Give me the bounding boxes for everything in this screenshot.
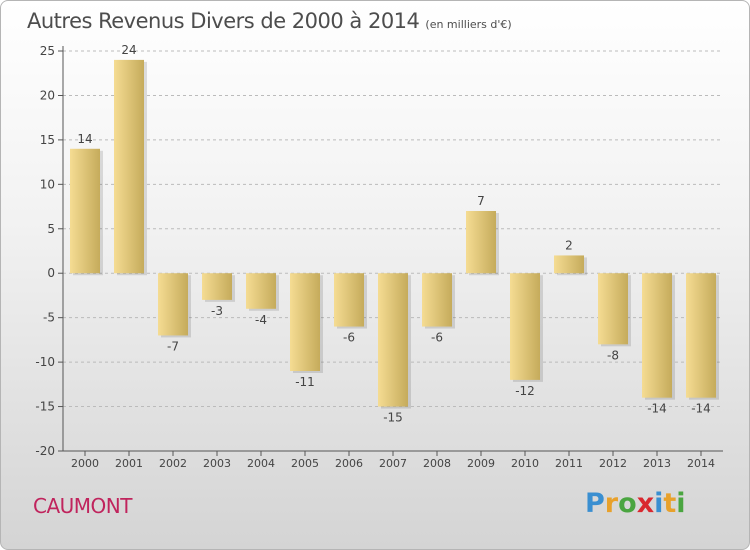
data-label: -6: [431, 331, 443, 345]
x-tick-label: 2012: [599, 457, 627, 470]
logo-letter: x: [636, 488, 655, 519]
data-label: 24: [121, 43, 136, 57]
data-label: -11: [295, 375, 315, 389]
y-tick-label: -5: [43, 311, 55, 325]
data-label: 7: [477, 194, 485, 208]
x-tick-label: 2014: [687, 457, 715, 470]
x-tick-label: 2001: [115, 457, 143, 470]
logo-letter: i: [676, 488, 686, 519]
logo-letter: r: [604, 488, 619, 519]
x-tick-label: 2006: [335, 457, 363, 470]
data-label: 2: [565, 238, 573, 252]
y-tick-label: 10: [40, 177, 55, 191]
proxiti-logo[interactable]: Proxiti: [585, 488, 686, 519]
y-tick-label: 5: [47, 222, 55, 236]
bar: [290, 273, 320, 371]
bar: [334, 273, 364, 327]
data-label: -14: [647, 402, 667, 416]
y-tick-label: 0: [47, 266, 55, 280]
bar: [554, 255, 584, 274]
axis-layer: 25 20 15 10 5 0 -5 -10 -15 -20 2000 2001 2002 2003 200…: [35, 44, 723, 470]
y-tick-label: -10: [35, 355, 55, 369]
logo-letter: t: [663, 488, 677, 519]
x-tick-label: 2000: [71, 457, 99, 470]
data-label: -7: [167, 339, 179, 353]
x-tick-label: 2002: [159, 457, 187, 470]
bars-layer: 14 24 -7 -3 -4 -11 -6 -15 -6 7 -12 2 -8 -14 -14: [70, 43, 719, 425]
logo-letter: o: [618, 488, 637, 519]
x-tick-label: 2005: [291, 457, 319, 470]
y-tick-label: 15: [40, 133, 55, 147]
x-tick-label: 2009: [467, 457, 495, 470]
data-label: -6: [343, 331, 355, 345]
bar: [158, 273, 188, 336]
x-tick-label: 2010: [511, 457, 539, 470]
x-tick-label: 2008: [423, 457, 451, 470]
bar: [466, 211, 496, 274]
data-label: -12: [515, 384, 535, 398]
y-tick-label: 20: [40, 88, 55, 102]
bar: [598, 273, 628, 345]
x-tick-label: 2013: [643, 457, 671, 470]
data-label: -4: [255, 313, 267, 327]
chart-title-text: Autres Revenus Divers de 2000 à 2014: [27, 9, 420, 33]
y-tick-label: -15: [35, 400, 55, 414]
x-tick-label: 2007: [379, 457, 407, 470]
x-tick-label: 2003: [203, 457, 231, 470]
data-label: -14: [691, 402, 711, 416]
bar: [378, 273, 408, 407]
bar: [686, 273, 716, 398]
x-tick-label: 2004: [247, 457, 275, 470]
data-label: -15: [383, 411, 403, 425]
chart-unit: (en milliers d'€): [425, 18, 512, 31]
data-label: -8: [607, 348, 619, 362]
x-tick-label: 2011: [555, 457, 583, 470]
logo-letter: i: [654, 488, 664, 519]
logo-letter: P: [585, 488, 605, 519]
bar: [70, 148, 100, 274]
data-label: 14: [77, 132, 92, 146]
place-name: CAUMONT: [33, 494, 132, 518]
y-tick-label: -20: [35, 444, 55, 458]
bar: [642, 273, 672, 398]
bar: [202, 273, 232, 300]
bar: [510, 273, 540, 380]
bar: [246, 273, 276, 309]
data-label: -3: [211, 304, 223, 318]
chart-title: Autres Revenus Divers de 2000 à 2014 (en …: [27, 9, 512, 33]
bar: [114, 59, 144, 274]
y-tick-label: 25: [40, 44, 55, 58]
bar: [422, 273, 452, 327]
